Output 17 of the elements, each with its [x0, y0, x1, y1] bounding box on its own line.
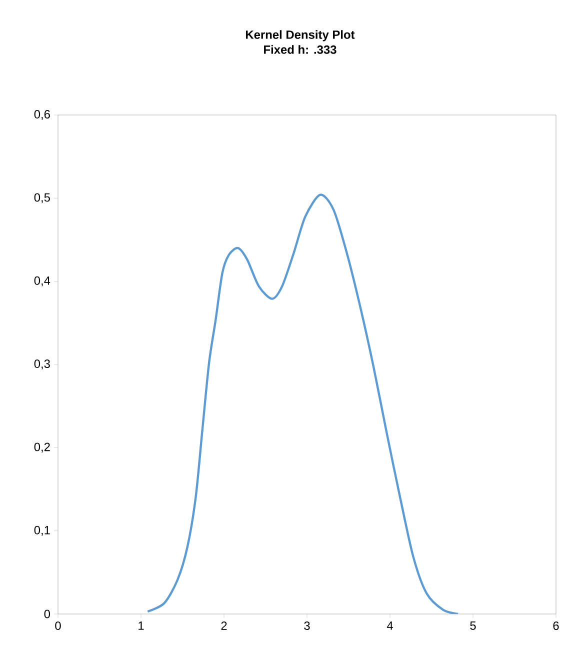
y-tick-label: 0 [44, 610, 50, 618]
y-tick-label: 0,1 [34, 526, 50, 536]
x-tick-label: 2 [221, 622, 227, 630]
x-tick-label: 1 [138, 622, 144, 630]
y-tick-label: 0,6 [34, 110, 50, 120]
x-tick-label: 4 [386, 622, 393, 630]
x-tick-label: 6 [553, 622, 559, 630]
x-tick-label: 0 [55, 622, 61, 630]
chart-title: Kernel Density Plot [246, 30, 355, 42]
line-series [146, 194, 460, 614]
y-tick-label: 0,3 [34, 360, 50, 370]
y-tick-label: 0,2 [34, 442, 50, 453]
x-tick-label: 3 [304, 622, 310, 630]
y-tick-label: 0,5 [34, 193, 50, 204]
y-tick-label: 0,4 [34, 276, 50, 286]
chart-subtitle: Fixed h: .333 [264, 45, 336, 54]
x-tick-label: 5 [470, 622, 476, 630]
